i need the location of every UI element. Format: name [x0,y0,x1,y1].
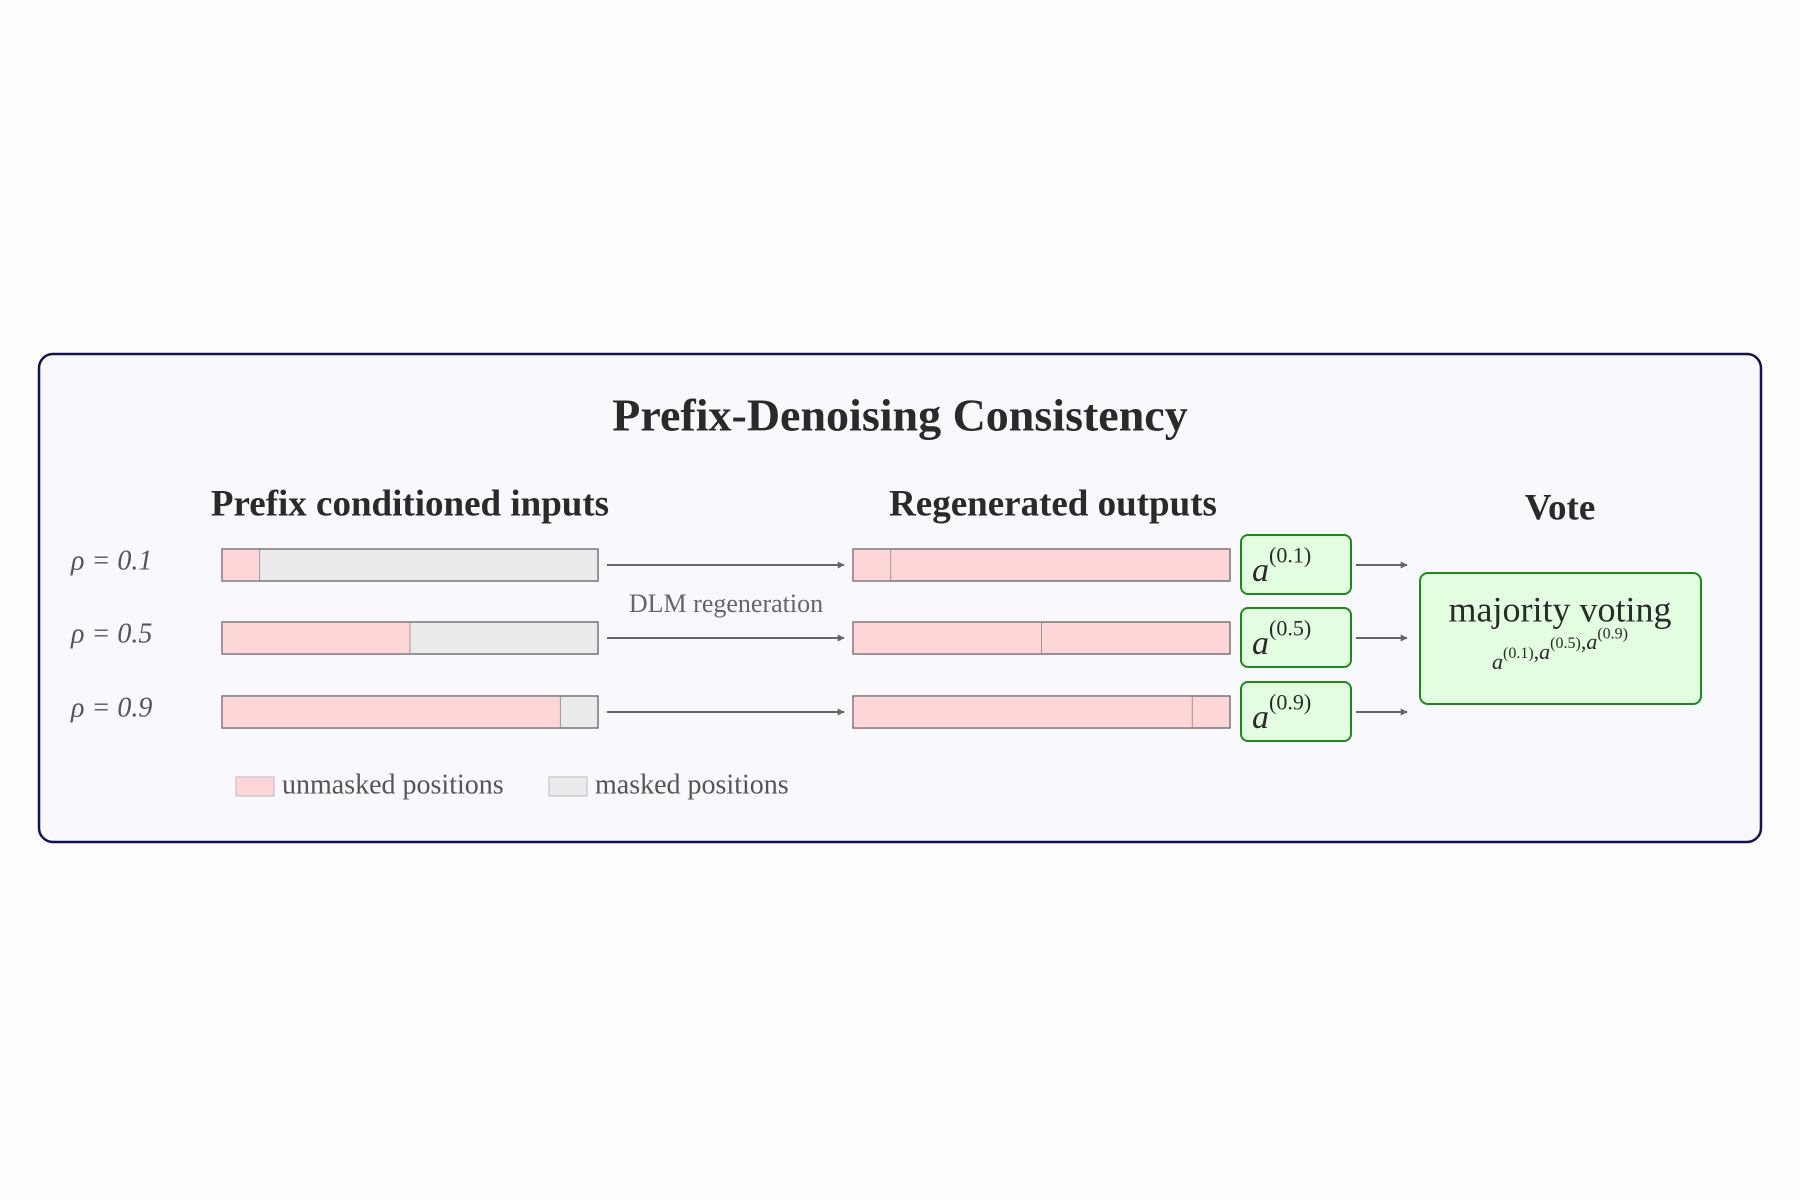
answer-box [1240,534,1352,595]
unmasked-segment [221,621,411,655]
unmasked-segment [221,695,561,729]
symbol: a [1252,699,1269,736]
symbol: a [1252,552,1269,589]
bar-outline [221,548,599,582]
vote-title: majority voting [1449,589,1672,629]
masked-segment [852,548,1231,582]
bar-outline [221,695,599,729]
row-label: ρ = 0.1 [70,545,152,576]
unmasked-segment [852,621,1042,655]
answer: a(0.1) [1252,543,1311,589]
separator: , [1534,639,1540,664]
answer-box [1240,681,1352,742]
arrow-label: DLM regeneration [629,589,823,618]
unmasked-segment [852,695,1193,729]
column-header: Prefix conditioned inputs [211,483,609,524]
legend-label: unmasked positions [282,769,504,800]
symbol: a [1492,649,1503,674]
superscript: (0.1) [1269,543,1311,568]
answer: a(0.9) [1252,690,1311,736]
symbol: a [1252,625,1269,662]
bar-outline [852,695,1231,729]
superscript: (0.5) [1269,616,1311,641]
row-label: ρ = 0.5 [70,618,152,649]
bar-outline [221,621,599,655]
vote-items: a(0.1),a(0.5),a(0.9) [1492,625,1628,674]
unmasked-segment [221,548,261,582]
legend-label: masked positions [595,769,789,800]
symbol: a [1586,629,1597,654]
superscript: (0.9) [1597,625,1628,642]
column-header: Regenerated outputs [889,483,1217,524]
unmasked-segment [852,548,892,582]
superscript: (0.5) [1550,635,1581,652]
superscript: (0.9) [1269,690,1311,715]
superscript: (0.1) [1503,645,1534,662]
bar-outline [852,548,1231,582]
masked-segment [221,548,599,582]
legend-swatch [548,776,588,797]
label-bg [616,588,840,624]
title: Prefix-Denoising Consistency [612,390,1187,441]
separator: , [1581,629,1587,654]
answer: a(0.5) [1252,616,1311,662]
vote-box [1419,572,1702,705]
symbol: a [1539,639,1550,664]
row-label: ρ = 0.9 [70,692,152,723]
bar-outline [852,621,1231,655]
column-header: Vote [1525,487,1596,528]
legend-swatch [235,776,275,797]
answer-box [1240,607,1352,668]
